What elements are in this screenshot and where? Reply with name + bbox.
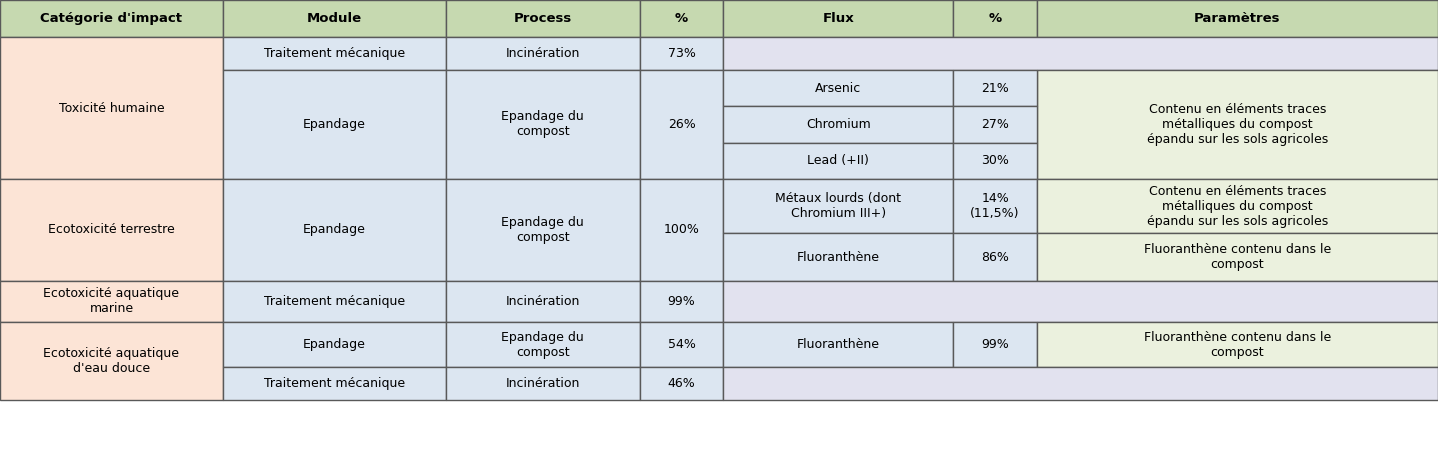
Text: Métaux lourds (dont
Chromium III+): Métaux lourds (dont Chromium III+) (775, 192, 902, 220)
Bar (446, 70, 640, 179)
Bar (446, 0, 640, 37)
Bar (723, 233, 953, 281)
Text: 86%: 86% (981, 251, 1009, 264)
Bar (0, 37, 223, 179)
Bar (723, 106, 953, 143)
Text: Process: Process (513, 12, 572, 25)
Text: Catégorie d'impact: Catégorie d'impact (40, 12, 183, 25)
Bar (223, 281, 446, 322)
Bar (0, 281, 223, 322)
Text: %: % (988, 12, 1002, 25)
Bar (640, 0, 723, 37)
Bar (223, 179, 446, 281)
Bar (723, 367, 1438, 400)
Bar (723, 37, 1438, 70)
Text: 73%: 73% (667, 47, 696, 60)
Text: Traitement mécanique: Traitement mécanique (263, 377, 406, 390)
Text: Incinération: Incinération (506, 295, 580, 308)
Bar (953, 70, 1037, 106)
Bar (1037, 233, 1438, 281)
Text: 99%: 99% (667, 295, 696, 308)
Text: Traitement mécanique: Traitement mécanique (263, 47, 406, 60)
Bar (640, 367, 723, 400)
Text: 21%: 21% (981, 82, 1009, 94)
Text: %: % (674, 12, 689, 25)
Text: Epandage: Epandage (303, 223, 365, 237)
Bar (953, 233, 1037, 281)
Text: 100%: 100% (664, 223, 699, 237)
Bar (223, 367, 446, 400)
Bar (446, 179, 640, 281)
Text: 54%: 54% (667, 338, 696, 351)
Text: Contenu en éléments traces
métalliques du compost
épandu sur les sols agricoles: Contenu en éléments traces métalliques d… (1146, 103, 1329, 146)
Bar (723, 179, 953, 233)
Text: 27%: 27% (981, 118, 1009, 131)
Bar (223, 0, 446, 37)
Text: Chromium: Chromium (805, 118, 871, 131)
Text: Fluoranthène: Fluoranthène (797, 251, 880, 264)
Bar (0, 0, 223, 37)
Bar (723, 143, 953, 179)
Text: Ecotoxicité terrestre: Ecotoxicité terrestre (47, 223, 175, 237)
Bar (223, 322, 446, 367)
Bar (446, 37, 640, 70)
Bar (640, 322, 723, 367)
Bar (640, 37, 723, 70)
Text: 99%: 99% (981, 338, 1009, 351)
Bar (640, 281, 723, 322)
Bar (1037, 0, 1438, 37)
Text: Ecotoxicité aquatique
d'eau douce: Ecotoxicité aquatique d'eau douce (43, 347, 180, 375)
Text: Toxicité humaine: Toxicité humaine (59, 102, 164, 114)
Text: Module: Module (306, 12, 362, 25)
Bar (723, 70, 953, 106)
Bar (953, 143, 1037, 179)
Text: Epandage du
compost: Epandage du compost (502, 110, 584, 138)
Bar (953, 106, 1037, 143)
Text: Epandage du
compost: Epandage du compost (502, 216, 584, 244)
Bar (723, 0, 953, 37)
Text: Ecotoxicité aquatique
marine: Ecotoxicité aquatique marine (43, 287, 180, 316)
Bar (223, 37, 446, 70)
Text: Contenu en éléments traces
métalliques du compost
épandu sur les sols agricoles: Contenu en éléments traces métalliques d… (1146, 185, 1329, 227)
Text: Epandage: Epandage (303, 338, 365, 351)
Text: Flux: Flux (823, 12, 854, 25)
Bar (1037, 70, 1438, 179)
Bar (1037, 179, 1438, 233)
Text: Fluoranthène contenu dans le
compost: Fluoranthène contenu dans le compost (1143, 331, 1332, 359)
Text: 14%
(11,5%): 14% (11,5%) (971, 192, 1020, 220)
Bar (723, 322, 953, 367)
Text: Lead (+II): Lead (+II) (807, 154, 870, 167)
Text: Epandage: Epandage (303, 118, 365, 131)
Bar (953, 322, 1037, 367)
Text: Fluoranthène: Fluoranthène (797, 338, 880, 351)
Text: 46%: 46% (667, 377, 696, 390)
Text: 30%: 30% (981, 154, 1009, 167)
Text: Incinération: Incinération (506, 377, 580, 390)
Bar (1037, 322, 1438, 367)
Bar (446, 367, 640, 400)
Bar (640, 179, 723, 281)
Bar (0, 322, 223, 400)
Bar (640, 70, 723, 179)
Text: Traitement mécanique: Traitement mécanique (263, 295, 406, 308)
Text: 26%: 26% (667, 118, 696, 131)
Bar (223, 70, 446, 179)
Bar (446, 322, 640, 367)
Text: Epandage du
compost: Epandage du compost (502, 331, 584, 359)
Text: Paramètres: Paramètres (1194, 12, 1281, 25)
Text: Fluoranthène contenu dans le
compost: Fluoranthène contenu dans le compost (1143, 243, 1332, 271)
Bar (953, 0, 1037, 37)
Text: Incinération: Incinération (506, 47, 580, 60)
Bar (446, 281, 640, 322)
Bar (953, 179, 1037, 233)
Bar (723, 281, 1438, 322)
Text: Arsenic: Arsenic (815, 82, 861, 94)
Bar (0, 179, 223, 281)
